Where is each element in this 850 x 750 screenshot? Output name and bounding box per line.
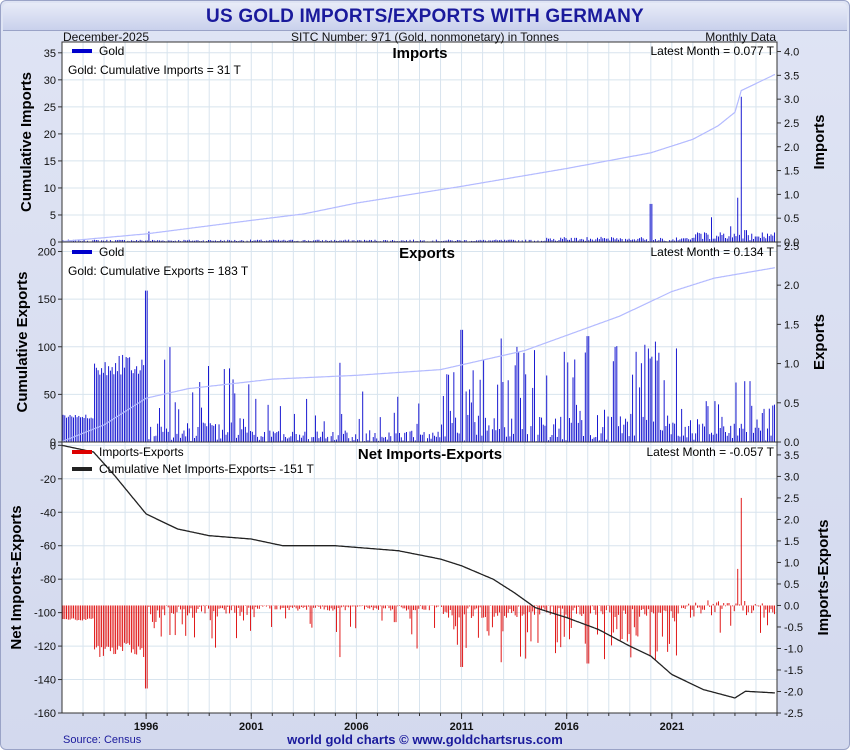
y2-tick-label: 2.5	[784, 118, 799, 130]
y2-tick-label: 0.0	[784, 600, 799, 612]
exports-panel-title: Exports	[399, 245, 455, 262]
y2-tick-label: 0.0	[784, 437, 799, 449]
y2-tick-label: 0.5	[784, 398, 799, 410]
y-tick-label: 10	[44, 183, 56, 195]
y2-tick-label: 1.0	[784, 189, 799, 201]
y2-tick-label: -1.5	[784, 665, 803, 677]
x-tick-label: 2021	[660, 721, 684, 733]
net-bars	[62, 497, 775, 689]
y-tick-label: -80	[40, 574, 56, 586]
y2-tick-label: 1.5	[784, 536, 799, 548]
y2-tick-label: 1.0	[784, 359, 799, 371]
y-tick-label: 0	[50, 237, 56, 249]
x-tick-label: 2011	[450, 721, 474, 733]
y2-tick-label: 2.5	[784, 241, 799, 253]
exports-legend-label: Gold	[99, 245, 124, 259]
y2-tick-label: -2.5	[784, 708, 803, 720]
x-tick-label: 2016	[554, 721, 578, 733]
y-tick-label: 0	[50, 440, 56, 452]
imports-cumulative-label: Gold: Cumulative Imports = 31 T	[68, 63, 242, 77]
y2-tick-label: 2.5	[784, 493, 799, 505]
y-tick-label: -140	[34, 675, 56, 687]
net-line-legend-label: Cumulative Net Imports-Exports= -151 T	[99, 462, 315, 476]
y2-tick-label: -2.0	[784, 686, 803, 698]
y-tick-label: -100	[34, 608, 56, 620]
net-panel-title: Net Imports-Exports	[358, 446, 502, 463]
y-tick-label: -40	[40, 507, 56, 519]
exports-left-axis-title: Cumulative Exports	[14, 272, 31, 413]
title-bar: US GOLD IMPORTS/EXPORTS WITH GERMANY	[3, 3, 847, 31]
imports-latest-label: Latest Month = 0.077 T	[650, 44, 774, 58]
net-latest-label: Latest Month = -0.057 T	[646, 445, 774, 459]
frequency-label: Monthly Data	[705, 30, 776, 44]
chart-title: US GOLD IMPORTS/EXPORTS WITH GERMANY	[206, 6, 644, 27]
y2-tick-label: 3.5	[784, 450, 799, 462]
y-tick-label: 50	[44, 389, 56, 401]
y2-tick-label: 1.0	[784, 557, 799, 569]
y2-tick-label: 2.0	[784, 514, 799, 526]
net-cumulative-line	[61, 444, 775, 699]
y2-tick-label: 1.5	[784, 319, 799, 331]
exports-cumulative-line	[61, 267, 776, 443]
exports-cumulative-label: Gold: Cumulative Exports = 183 T	[68, 264, 249, 278]
y2-tick-label: 2.0	[784, 142, 799, 154]
y2-tick-label: 3.0	[784, 471, 799, 483]
y-tick-label: 25	[44, 102, 56, 114]
imports-legend-label: Gold	[99, 44, 124, 58]
imports-panel-title: Imports	[392, 45, 447, 62]
imports-cumulative-line	[61, 73, 776, 243]
y2-tick-label: 0.5	[784, 213, 799, 225]
y2-tick-label: -1.0	[784, 643, 803, 655]
source-label: Source: Census	[63, 734, 142, 746]
sitc-description: SITC Number: 971 (Gold, nonmonetary) in …	[291, 30, 559, 44]
net-bar-legend-label: Imports-Exports	[99, 445, 184, 459]
y-tick-label: -20	[40, 474, 56, 486]
credit-label: world gold charts © www.goldchartsrus.co…	[287, 732, 563, 747]
y-tick-label: 35	[44, 48, 56, 60]
y2-tick-label: 3.0	[784, 94, 799, 106]
imports-left-axis-title: Cumulative Imports	[18, 72, 35, 212]
y-tick-label: 30	[44, 75, 56, 87]
y-tick-label: 150	[38, 294, 56, 306]
y-tick-label: -160	[34, 708, 56, 720]
x-tick-label: 2001	[239, 721, 263, 733]
x-tick-label: 2006	[344, 721, 368, 733]
y-tick-label: 100	[38, 342, 56, 354]
y-tick-label: 5	[50, 210, 56, 222]
x-tick-label: 1996	[134, 721, 158, 733]
y2-tick-label: -0.5	[784, 622, 803, 634]
y2-tick-label: 3.5	[784, 70, 799, 82]
y2-tick-label: 1.5	[784, 166, 799, 178]
exports-latest-label: Latest Month = 0.134 T	[650, 245, 774, 259]
report-date: December-2025	[63, 30, 150, 44]
y-tick-label: 0	[50, 437, 56, 449]
net-right-axis-title: Imports-Exports	[815, 520, 832, 636]
imports-right-axis-title: Imports	[811, 114, 828, 169]
y-tick-label: 20	[44, 129, 56, 141]
y2-tick-label: 4.0	[784, 47, 799, 59]
y-tick-label: 200	[38, 247, 56, 259]
net-left-axis-title: Net Imports-Exports	[8, 505, 25, 649]
y2-tick-label: 2.0	[784, 280, 799, 292]
y-tick-label: 15	[44, 156, 56, 168]
y-tick-label: -120	[34, 641, 56, 653]
exports-right-axis-title: Exports	[811, 314, 828, 370]
y-tick-label: -60	[40, 541, 56, 553]
exports-bars	[62, 290, 775, 442]
y2-tick-label: 0.0	[784, 237, 799, 249]
y2-tick-label: 0.5	[784, 579, 799, 591]
